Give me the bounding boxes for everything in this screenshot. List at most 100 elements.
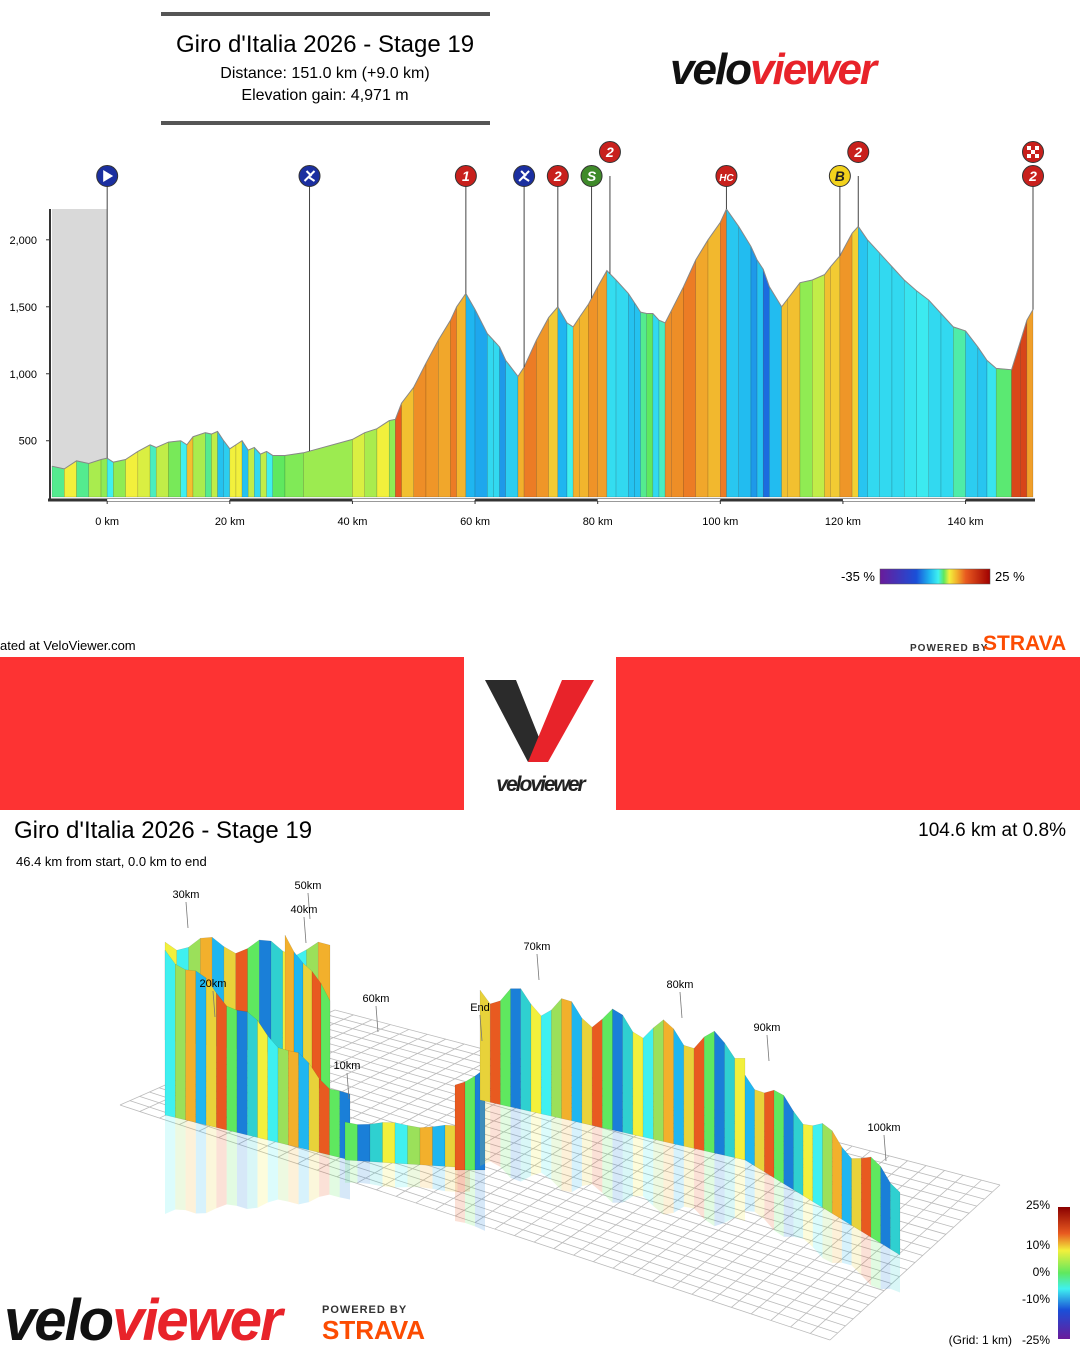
- km-label: 30km: [173, 889, 200, 901]
- logo: veloviewer: [670, 45, 880, 94]
- gradient-segment: [995, 368, 1012, 498]
- colorbar-min: -35 %: [841, 569, 875, 584]
- km-label: 20km: [200, 978, 227, 990]
- gradient-segment: [977, 346, 988, 498]
- gradient-segment: [557, 305, 568, 498]
- gradient-segment: [88, 459, 102, 498]
- gradient-segment: [891, 265, 905, 498]
- wall-strip: [185, 969, 197, 1123]
- distance: Distance: 151.0 km (+9.0 km): [220, 65, 429, 82]
- gradient-segment: [750, 246, 758, 498]
- wall-reflection: [745, 1160, 755, 1212]
- wall-reflection: [455, 1170, 465, 1223]
- x-tick-label: 40 km: [337, 516, 367, 528]
- gradient-segment: [376, 420, 390, 498]
- km-label: 50km: [295, 880, 322, 892]
- wall-reflection: [175, 1117, 186, 1211]
- wall-reflection: [870, 1237, 881, 1290]
- gradient-segment: [986, 359, 997, 498]
- marker: [598, 141, 621, 163]
- gradient-segment: [465, 292, 476, 498]
- wall-reflection: [195, 1122, 207, 1214]
- flag-check: [1027, 146, 1031, 150]
- gradient-segment: [566, 322, 574, 498]
- x-tick-label: 0 km: [95, 516, 119, 528]
- marker: [715, 165, 738, 187]
- grid-3d: [237, 1052, 923, 1256]
- wall-reflection: [165, 1115, 176, 1214]
- wall-strip: [880, 1165, 891, 1250]
- neutral-zone: [52, 209, 108, 497]
- wall-reflection: [841, 1219, 852, 1266]
- wall-reflection: [643, 1136, 654, 1207]
- gradient-segment: [830, 255, 841, 498]
- v-logo-dark: [485, 680, 540, 762]
- wall-strip: [510, 988, 522, 1110]
- wall-strip: [382, 1122, 396, 1164]
- wall-strip: [344, 1121, 358, 1162]
- logo-b: viewer: [750, 45, 880, 94]
- credit: ated at VeloViewer.com: [0, 638, 136, 653]
- wall-reflection: [329, 1155, 340, 1198]
- wall-strip: [822, 1122, 833, 1214]
- v-logo-red: [528, 680, 594, 762]
- gradient-segment: [180, 440, 188, 498]
- gradient-segment: [652, 312, 660, 498]
- wall-strip: [195, 970, 207, 1126]
- wall-reflection: [822, 1207, 833, 1264]
- x-tick-label: 140 km: [948, 516, 984, 528]
- gradient-segment: [235, 440, 243, 498]
- gradient-segment: [812, 274, 825, 498]
- wall-reflection: [490, 1102, 501, 1167]
- km-pointer: [375, 1005, 379, 1033]
- gradient-segment: [839, 232, 853, 498]
- marker-label: HC: [719, 173, 734, 184]
- flag-check: [1027, 154, 1031, 158]
- wall-strip: [793, 1110, 804, 1197]
- km-label: 40km: [291, 904, 318, 916]
- wall-strip: [432, 1124, 446, 1167]
- gradient-segment: [254, 446, 261, 498]
- gradient-segment: [824, 265, 831, 498]
- wall-reflection: [793, 1189, 804, 1239]
- wall-reflection: [420, 1164, 433, 1189]
- wall-reflection: [694, 1148, 705, 1220]
- wall-strip: [298, 1052, 310, 1151]
- wall-strip: [851, 1158, 862, 1232]
- gradient-segment: [401, 386, 414, 498]
- km-label: 80km: [667, 979, 694, 991]
- wall-reflection: [812, 1201, 823, 1258]
- wall-reflection: [653, 1139, 664, 1215]
- gradient-segment: [149, 444, 157, 498]
- wall-strip: [284, 934, 295, 1061]
- wall-reflection: [298, 1147, 309, 1205]
- wall-reflection: [445, 1166, 458, 1192]
- wall-strip: [812, 1123, 823, 1208]
- wall-reflection: [226, 1130, 237, 1206]
- gradient-segment: [851, 225, 859, 498]
- wall-reflection: [465, 1170, 475, 1227]
- wall-reflection: [357, 1160, 370, 1185]
- wall-reflection: [216, 1127, 227, 1209]
- marker-icon: [518, 170, 530, 182]
- gradient-segment: [51, 465, 65, 498]
- logo-a: velo: [4, 1288, 113, 1350]
- wall-reflection: [622, 1132, 633, 1203]
- gradient-segment: [425, 340, 439, 498]
- gradient-segment: [364, 428, 378, 498]
- wall-reflection: [267, 1140, 279, 1203]
- wall-reflection: [561, 1118, 572, 1193]
- gradient-segment: [762, 269, 770, 498]
- wall-reflection: [432, 1165, 445, 1192]
- wall-strip: [591, 1018, 603, 1129]
- wall-strip: [419, 1126, 433, 1166]
- gradient-segment: [640, 311, 647, 498]
- km-pointer: [766, 1034, 770, 1062]
- gradient-segment: [155, 441, 169, 498]
- wall-strip: [632, 1031, 644, 1138]
- bottom-strava: STRAVA: [322, 1315, 425, 1345]
- wall-reflection: [395, 1163, 408, 1188]
- view-scale: [1058, 1207, 1070, 1339]
- gradient-segment: [266, 450, 273, 498]
- flag-check: [1035, 146, 1039, 150]
